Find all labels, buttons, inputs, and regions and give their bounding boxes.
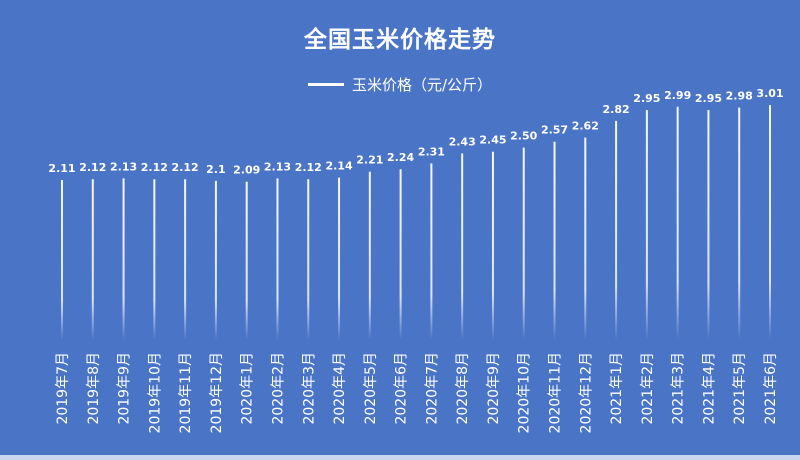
bar	[769, 105, 771, 341]
x-tick-label: 2019年9月	[117, 352, 133, 425]
data-label: 2.21	[356, 154, 383, 167]
x-tick-label: 2020年4月	[332, 352, 348, 425]
data-label: 2.31	[418, 145, 445, 158]
data-label: 2.12	[79, 161, 106, 174]
x-tick-label: 2020年2月	[270, 352, 286, 425]
x-tick-label: 2020年10月	[517, 352, 533, 433]
data-label: 2.95	[695, 92, 722, 105]
x-tick-label: 2019年10月	[147, 352, 163, 433]
bar	[184, 179, 187, 340]
data-label: 2.95	[633, 92, 660, 105]
data-label: 2.12	[172, 161, 199, 174]
x-tick-label: 2021年4月	[701, 352, 717, 425]
data-label: 2.09	[233, 164, 260, 177]
data-label: 2.45	[479, 134, 506, 147]
x-tick-label: 2020年5月	[363, 352, 379, 425]
bar	[91, 179, 94, 340]
x-tick-label: 2020年9月	[486, 352, 502, 425]
legend: 玉米价格（元/公斤）	[0, 74, 800, 95]
x-tick-label: 2021年6月	[763, 352, 779, 425]
bar	[153, 179, 156, 340]
bottom-strip	[0, 455, 800, 460]
x-tick-label: 2020年8月	[455, 352, 471, 425]
bar	[676, 106, 679, 340]
x-tick-label: 2020年3月	[301, 352, 317, 425]
x-tick-label: 2020年11月	[548, 352, 564, 433]
bar	[368, 171, 371, 340]
x-tick-label: 2021年5月	[732, 352, 748, 425]
x-tick-label: 2020年12月	[578, 352, 594, 433]
data-label: 2.1	[206, 163, 226, 176]
x-tick-label: 2021年3月	[671, 352, 687, 425]
bar	[214, 180, 217, 340]
legend-label: 玉米价格（元/公斤）	[351, 76, 493, 94]
x-tick-label: 2020年1月	[240, 352, 256, 425]
bar	[553, 141, 556, 340]
x-tick-label: 2019年11月	[178, 352, 194, 433]
bar	[338, 177, 341, 340]
data-label: 2.24	[387, 151, 414, 164]
bar	[707, 110, 710, 340]
bar	[584, 137, 587, 340]
data-label: 2.14	[325, 160, 352, 173]
x-tick-label: 2021年1月	[609, 352, 625, 425]
data-label: 2.43	[449, 135, 476, 148]
bar	[738, 107, 741, 340]
bar	[122, 178, 125, 340]
data-label: 2.13	[264, 160, 291, 173]
bar	[615, 120, 618, 341]
data-label: 2.99	[664, 89, 691, 102]
bar	[430, 163, 433, 340]
bar	[399, 169, 402, 340]
bar	[61, 180, 63, 340]
x-tick-label: 2019年12月	[209, 352, 225, 433]
data-label: 2.13	[110, 160, 137, 173]
data-label: 2.82	[603, 103, 630, 116]
data-label: 2.12	[141, 161, 168, 174]
bar	[645, 110, 648, 340]
bar	[276, 178, 279, 340]
bar	[307, 179, 310, 340]
data-label: 2.11	[48, 162, 75, 175]
data-label: 2.57	[541, 124, 568, 137]
x-tick-label: 2019年7月	[55, 352, 71, 425]
bar	[522, 147, 525, 340]
data-label: 3.01	[756, 87, 783, 100]
data-label: 2.12	[295, 161, 322, 174]
chart-title: 全国玉米价格走势	[304, 27, 496, 53]
data-label: 2.98	[726, 90, 753, 103]
x-tick-label: 2019年8月	[86, 352, 102, 425]
bar	[461, 153, 464, 340]
data-label: 2.62	[572, 120, 599, 133]
data-label: 2.50	[510, 130, 537, 143]
x-tick-label: 2020年6月	[394, 352, 410, 425]
x-tick-label: 2020年7月	[424, 352, 440, 425]
bar	[491, 151, 494, 340]
legend-swatch	[307, 83, 344, 86]
x-tick-label: 2021年2月	[640, 352, 656, 425]
bar	[245, 181, 248, 340]
